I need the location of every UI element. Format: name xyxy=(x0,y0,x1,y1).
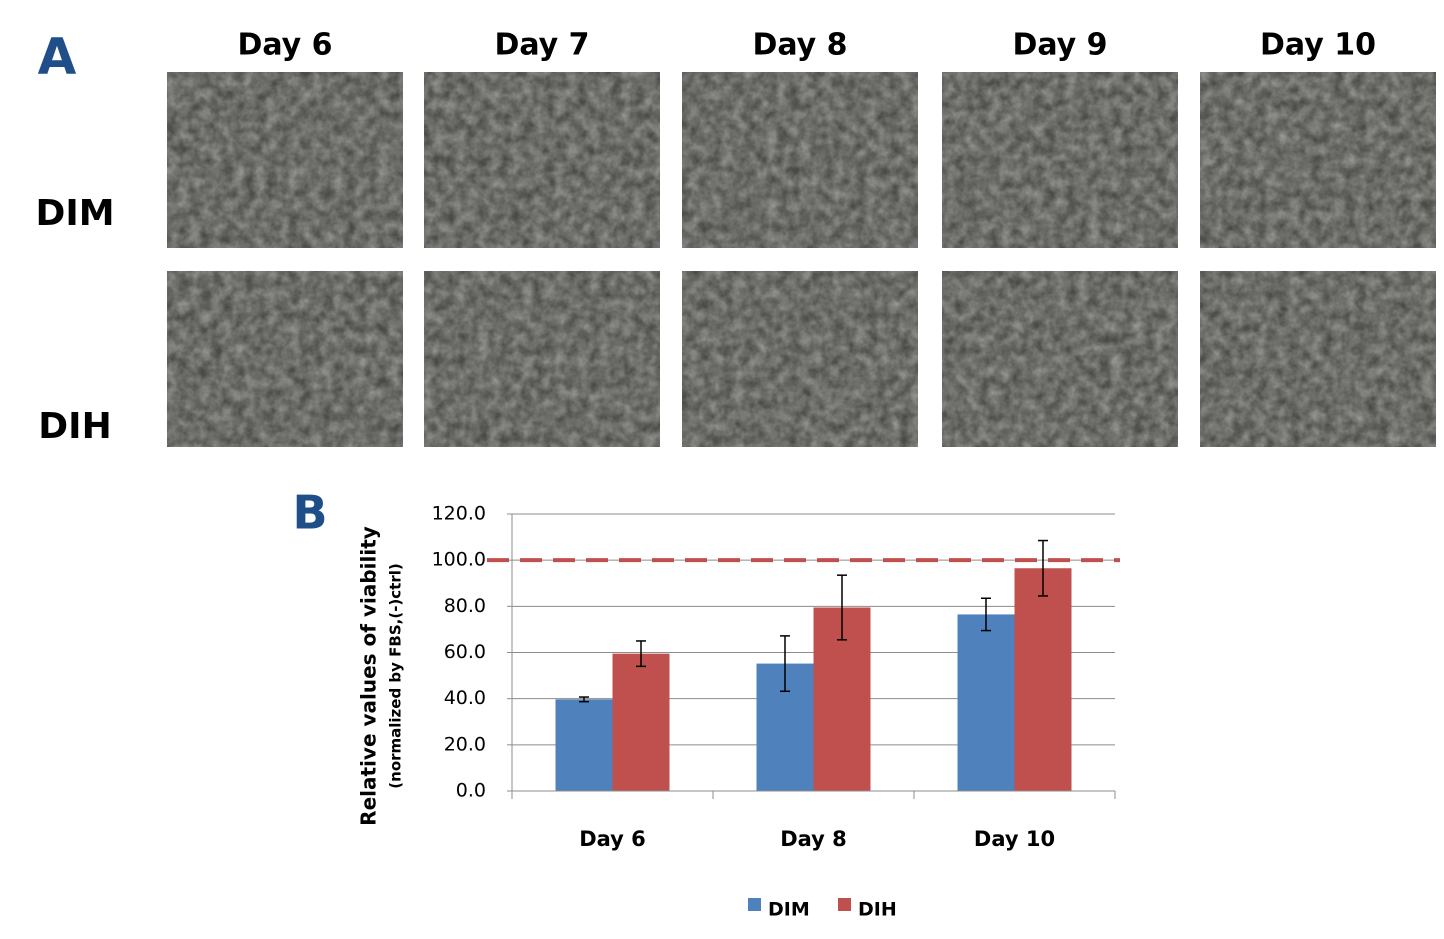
micrograph-texture xyxy=(1200,72,1436,248)
row-label: DIM xyxy=(35,193,114,234)
panel-b: B Relative values of viability (normaliz… xyxy=(292,486,1120,921)
micrograph-texture xyxy=(167,271,403,447)
panel-a: A Day 6 Day 7 Day 8 Day 9 Day 10 DIM DIH xyxy=(35,28,1436,447)
y-axis-label: (normalized by FBS,(-)ctrl) xyxy=(387,563,405,788)
bar xyxy=(1014,568,1072,791)
y-tick-label: 0.0 xyxy=(456,780,486,802)
row-label: DIH xyxy=(38,406,111,447)
micrograph-texture xyxy=(682,271,918,447)
error-bar xyxy=(1038,539,1048,597)
error-bar xyxy=(579,696,589,703)
micrograph-texture xyxy=(167,72,403,248)
column-header: Day 6 xyxy=(237,28,332,63)
column-header: Day 10 xyxy=(1260,28,1376,63)
y-tick-label: 20.0 xyxy=(444,733,486,755)
y-axis-label: Relative values of viability xyxy=(357,526,381,826)
x-tick-label: Day 10 xyxy=(974,827,1055,851)
micrograph-texture xyxy=(424,72,660,248)
legend-swatch xyxy=(838,898,851,911)
error-bar xyxy=(981,597,991,632)
micrograph-texture xyxy=(682,72,918,248)
error-bar xyxy=(636,640,646,668)
micrograph-texture xyxy=(424,271,660,447)
x-tick-label: Day 6 xyxy=(579,827,646,851)
legend-swatch xyxy=(748,898,761,911)
bar xyxy=(957,614,1015,791)
panel-label: B xyxy=(292,486,327,540)
x-tick-label: Day 8 xyxy=(780,827,847,851)
error-bar xyxy=(780,635,790,693)
bar xyxy=(555,699,613,791)
column-header: Day 9 xyxy=(1012,28,1107,63)
bar xyxy=(612,653,670,791)
micrograph-texture xyxy=(942,271,1178,447)
micrograph-texture xyxy=(942,72,1178,248)
column-header: Day 7 xyxy=(494,28,589,63)
y-tick-label: 80.0 xyxy=(444,595,486,617)
legend-label: DIH xyxy=(858,899,897,921)
legend-label: DIM xyxy=(768,899,810,921)
y-tick-label: 120.0 xyxy=(432,503,486,525)
y-tick-label: 100.0 xyxy=(432,549,486,571)
error-bar xyxy=(837,574,847,641)
y-tick-label: 40.0 xyxy=(444,687,486,709)
y-tick-label: 60.0 xyxy=(444,641,486,663)
micrograph-texture xyxy=(1200,271,1436,447)
panel-label: A xyxy=(38,28,77,86)
column-header: Day 8 xyxy=(752,28,847,63)
